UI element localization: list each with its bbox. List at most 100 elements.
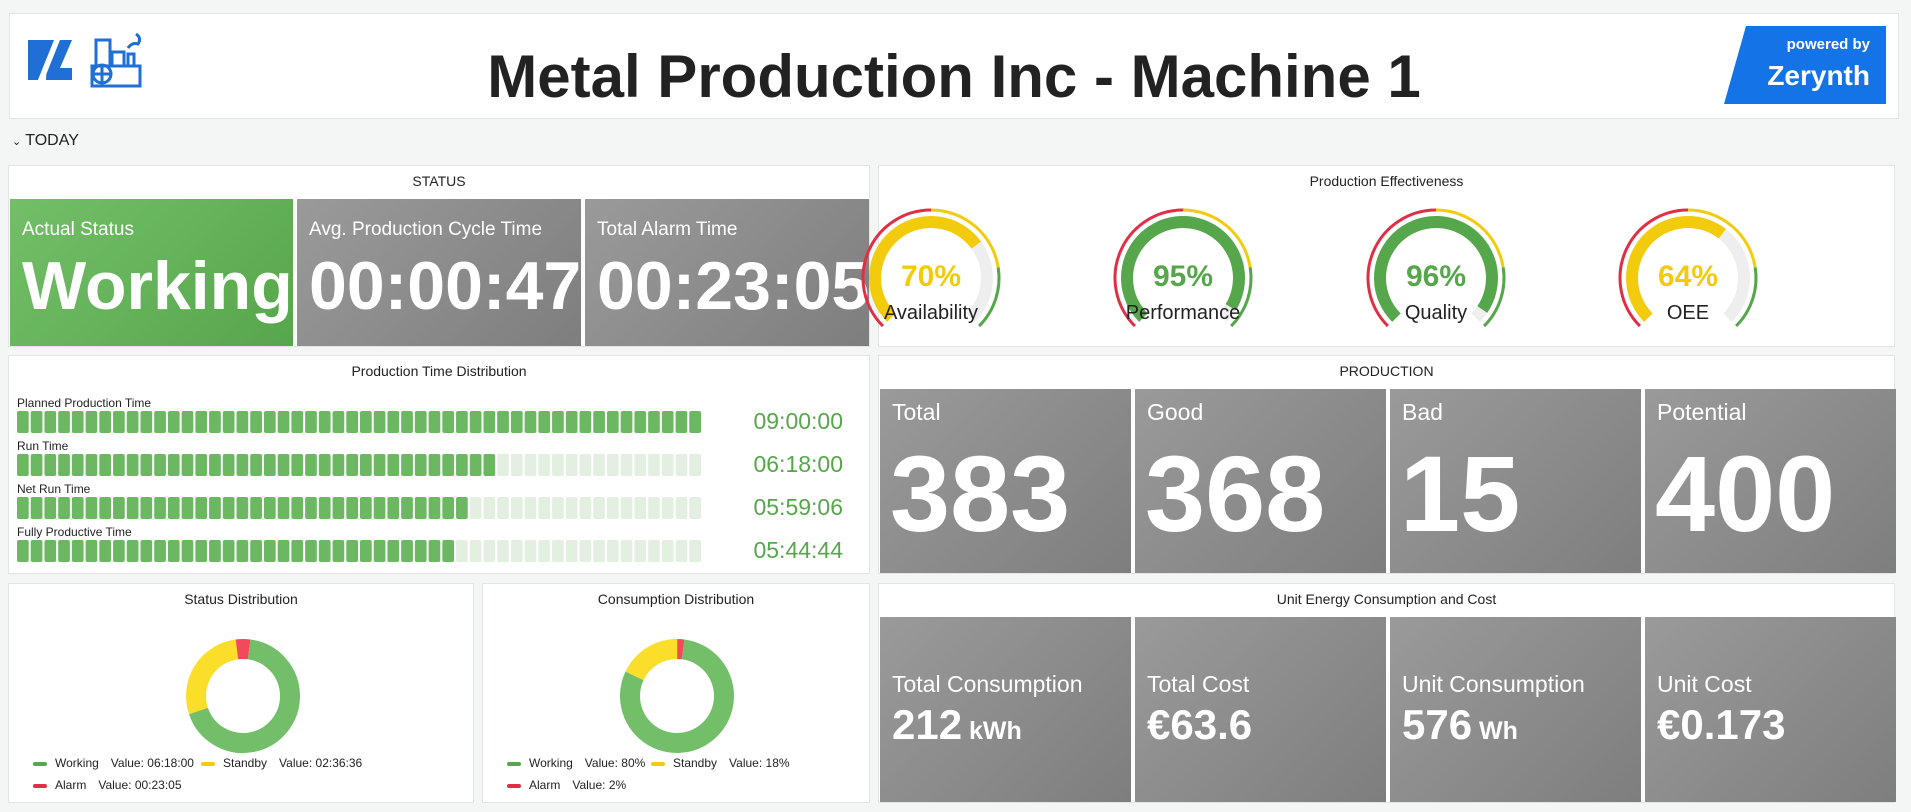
bar-cell — [332, 497, 345, 519]
bar-cell — [675, 454, 688, 476]
bar-cell — [332, 540, 345, 562]
actual-status-value: Working — [22, 248, 293, 324]
gauge-performance: 95% Performance — [1093, 206, 1273, 336]
consumption-donut-chart — [620, 639, 734, 753]
powered-by-zerynth-badge[interactable]: powered by Zerynth — [1724, 26, 1886, 104]
bar-cell — [442, 454, 455, 476]
bar-cell — [195, 411, 208, 433]
production-card-total: Total 383 — [880, 389, 1131, 573]
bar-cell — [209, 411, 221, 433]
gauge-fill — [869, 216, 982, 322]
bar-cell — [634, 454, 647, 476]
legend-name: Standby — [223, 756, 268, 770]
bar-cell — [44, 497, 57, 519]
row-toggle-today[interactable]: ⌄ TODAY — [12, 132, 79, 150]
bar-cell — [442, 497, 455, 519]
bar-cell — [167, 497, 180, 519]
legend-item-working[interactable]: Working Value: 80% — [507, 756, 645, 770]
alarm-time-card: Total Alarm Time 00:23:05 — [585, 199, 869, 346]
bar-cell — [689, 540, 701, 562]
legend-item-working[interactable]: Working Value: 06:18:00 — [33, 756, 194, 770]
bar-cell — [126, 454, 139, 476]
bar-cell — [195, 497, 208, 519]
bar-cell — [305, 454, 317, 476]
production-card-bad: Bad 15 — [1390, 389, 1641, 573]
bar-cell — [236, 411, 249, 433]
bar-cell — [346, 411, 358, 433]
gauge-threshold-red — [1113, 208, 1184, 328]
bar-cell — [236, 454, 249, 476]
alarm-time-label: Total Alarm Time — [597, 219, 738, 240]
gauge-threshold-green — [1230, 267, 1253, 328]
bar-cell — [85, 411, 98, 433]
bar-cell — [181, 411, 194, 433]
bar-cell — [58, 454, 70, 476]
bar-cell — [195, 540, 208, 562]
donut-slice-working[interactable] — [620, 639, 734, 753]
gauge-availability: 70% Availability — [841, 206, 1021, 336]
bar-cell — [154, 497, 166, 519]
energy-title: Unit Energy Consumption and Cost — [1276, 591, 1497, 607]
donut-slice-standby[interactable] — [625, 639, 678, 681]
bar-cell — [497, 411, 509, 433]
consumption-distribution-title: Consumption Distribution — [597, 591, 755, 607]
bar-cell — [469, 411, 482, 433]
bar-cell — [332, 411, 345, 433]
bar-cell — [689, 454, 701, 476]
bar-cell — [85, 454, 98, 476]
brand-name: Zerynth — [1767, 60, 1870, 91]
bar-cell — [497, 540, 509, 562]
legend-name: Working — [529, 756, 573, 770]
bar-label: Run Time — [17, 439, 69, 453]
legend-value: Value: 2% — [572, 778, 627, 792]
bar-cell — [250, 411, 262, 433]
donut-slice-working[interactable] — [188, 639, 300, 753]
bar-cell — [373, 497, 386, 519]
bar-cell — [620, 454, 633, 476]
legend-item-standby[interactable]: Standby Value: 02:36:36 — [201, 756, 362, 770]
bar-cell — [222, 540, 235, 562]
status-panel: STATUS Actual Status Working Avg. Produc… — [8, 165, 870, 347]
bar-cell — [401, 454, 413, 476]
bar-cell — [291, 454, 304, 476]
legend-item-standby[interactable]: Standby Value: 18% — [651, 756, 790, 770]
donut-slice-standby[interactable] — [186, 639, 239, 715]
actual-status-card: Actual Status Working — [10, 199, 293, 346]
energy-card-value: 212 kWh — [892, 701, 1022, 749]
bar-cell — [30, 540, 43, 562]
consumption-distribution-panel: Consumption Distribution Working Value: 8… — [482, 583, 870, 803]
gauge-fill — [1121, 216, 1245, 322]
gauge-label: Performance — [1125, 302, 1241, 324]
bar-cell — [483, 411, 496, 433]
bar-cell — [538, 411, 551, 433]
row-toggle-label: TODAY — [25, 132, 79, 149]
bar-cell — [291, 497, 304, 519]
header-panel: Metal Production Inc - Machine 1 powered… — [9, 13, 1899, 119]
bar-cell — [579, 411, 592, 433]
legend-item-alarm[interactable]: Alarm Value: 2% — [507, 778, 626, 792]
bar-cell — [606, 411, 619, 433]
bar-cell — [428, 540, 441, 562]
bar-cell — [236, 540, 249, 562]
bar-value: 06:18:00 — [753, 451, 843, 477]
bar-cell — [291, 540, 304, 562]
bar-cell — [85, 497, 98, 519]
bar-cell — [30, 497, 43, 519]
bar-cell — [634, 540, 647, 562]
status-panel-title: STATUS — [412, 173, 466, 189]
bar-cell — [620, 497, 633, 519]
bar-cell — [140, 540, 153, 562]
bar-cell — [30, 454, 43, 476]
bar-gauge — [17, 540, 701, 562]
gauge-threshold-green — [1483, 267, 1506, 328]
production-card-good: Good 368 — [1135, 389, 1386, 573]
bar-cell — [387, 497, 400, 519]
bar-cell — [538, 497, 551, 519]
bar-cell — [510, 497, 523, 519]
bar-cell — [167, 540, 180, 562]
bar-cell — [442, 540, 455, 562]
bar-cell — [318, 411, 331, 433]
gauge-value: 95% — [1152, 260, 1214, 293]
bar-cell — [181, 540, 194, 562]
legend-item-alarm[interactable]: Alarm Value: 00:23:05 — [33, 778, 182, 792]
